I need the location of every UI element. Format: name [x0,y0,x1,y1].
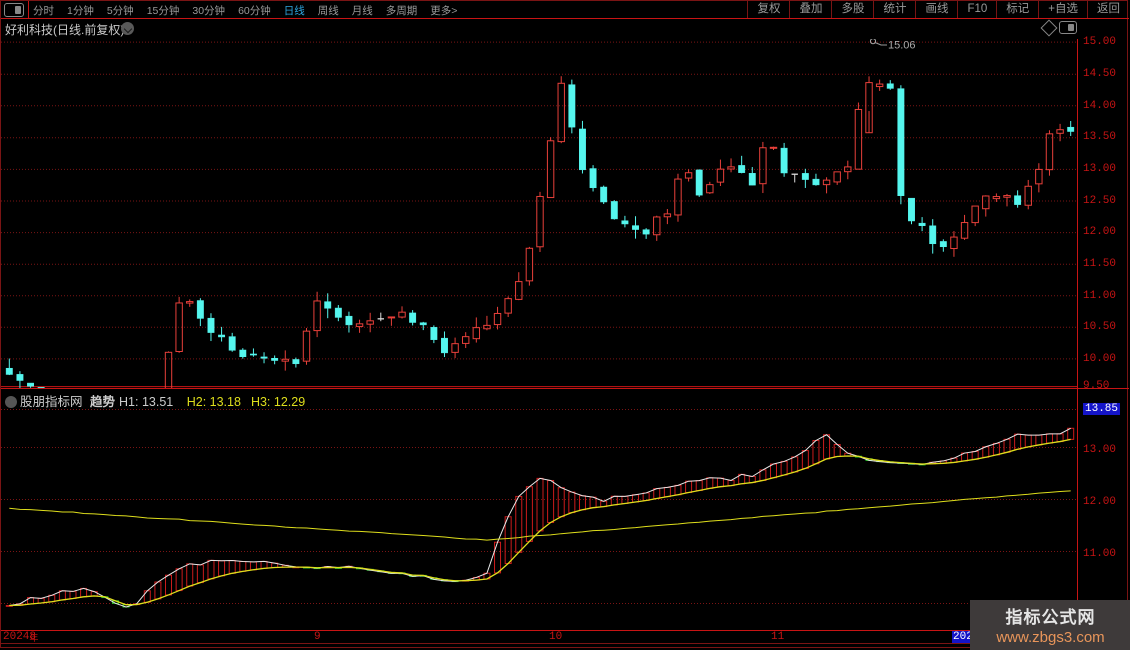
svg-text:15.06: 15.06 [888,40,916,52]
